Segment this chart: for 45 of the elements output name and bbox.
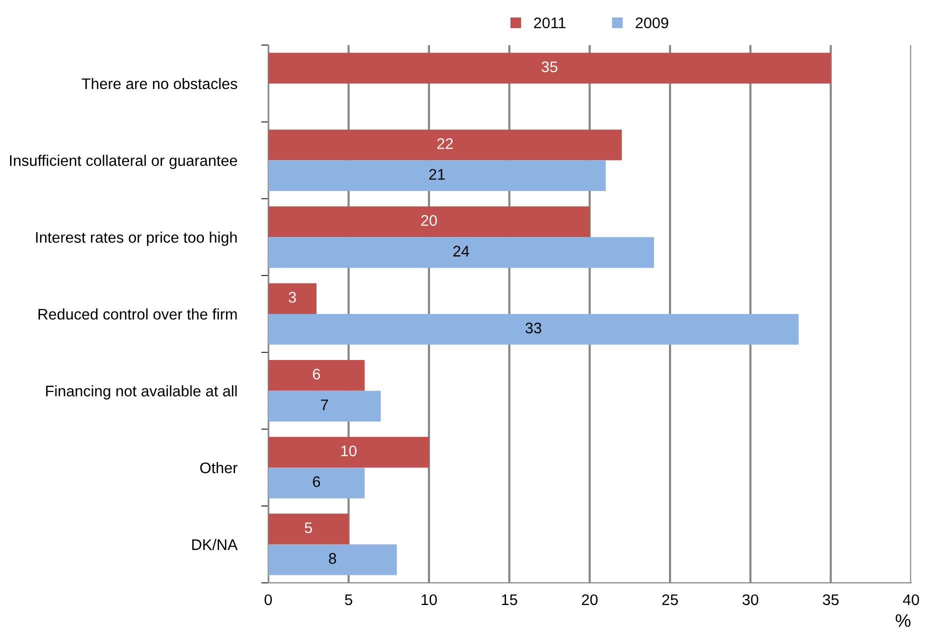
y-tick-label: Financing not available at all xyxy=(46,385,237,400)
y-tick-label: Other xyxy=(200,462,238,474)
bar xyxy=(268,390,381,422)
data-label: 3 xyxy=(288,292,296,303)
data-label: 5 xyxy=(304,522,312,534)
bar xyxy=(268,544,397,576)
bar xyxy=(268,314,799,345)
y-tick-label: There are no obstacles xyxy=(82,78,238,90)
bar xyxy=(268,436,429,468)
data-label: 20 xyxy=(421,215,437,226)
x-tick-label: 25 xyxy=(662,594,678,606)
x-tick-label: 0 xyxy=(264,594,272,606)
bar xyxy=(268,160,606,192)
bar xyxy=(268,360,365,391)
x-tick-label: 10 xyxy=(422,594,437,606)
x-tick-label: 5 xyxy=(344,594,352,606)
x-tick-label: 35 xyxy=(822,594,839,606)
bar xyxy=(268,130,622,160)
data-label: 22 xyxy=(437,138,453,149)
x-tick-label: 30 xyxy=(742,594,758,606)
x-tick-label: 40 xyxy=(902,594,920,606)
bar xyxy=(268,52,831,84)
y-tick-label: Insufficient collateral or guarantee xyxy=(10,154,238,170)
x-tick-label: 20 xyxy=(582,594,598,606)
data-label: 6 xyxy=(312,368,320,380)
legend-label: 2011 xyxy=(534,17,566,28)
bar xyxy=(268,237,654,268)
data-label: 35 xyxy=(542,61,558,72)
data-label: 33 xyxy=(526,322,542,334)
data-label: 7 xyxy=(321,400,328,410)
x-axis-title: % xyxy=(896,614,910,627)
data-label: 24 xyxy=(453,246,470,256)
x-tick-label: 15 xyxy=(502,594,518,606)
bar xyxy=(268,468,365,498)
y-tick-label: Interest rates or price too high xyxy=(36,232,237,246)
bar xyxy=(268,206,590,238)
legend-label: 2009 xyxy=(636,17,668,28)
y-tick-label: DK/NA xyxy=(192,538,238,550)
bar xyxy=(268,514,349,544)
y-tick-label: Reduced control over the firm xyxy=(38,308,237,320)
data-label: 21 xyxy=(429,168,445,180)
data-label: 8 xyxy=(328,553,336,564)
data-label: 6 xyxy=(312,476,320,488)
bar xyxy=(268,283,316,314)
data-label: 10 xyxy=(341,446,357,456)
